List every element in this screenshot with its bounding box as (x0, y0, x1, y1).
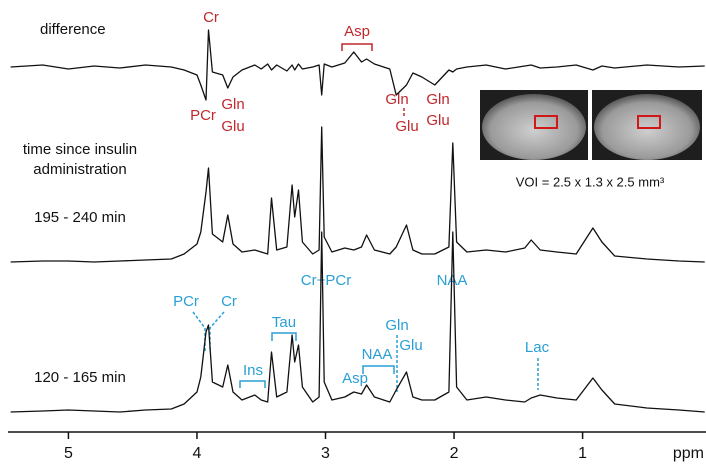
bracket (341, 43, 373, 51)
x-tick-label: 5 (64, 445, 73, 462)
x-axis-label: ppm (673, 445, 704, 462)
bracket (239, 380, 266, 388)
x-tick-label: 4 (193, 445, 202, 462)
panel-label: 120 - 165 min (34, 369, 126, 386)
x-tick-label: 2 (450, 445, 459, 462)
panel-label: 195 - 240 min (34, 209, 126, 226)
annotation: Cr (221, 293, 237, 310)
annotation: Glu (221, 118, 244, 135)
panel-label: difference (40, 21, 106, 38)
difference-annotations: Cr PCr Gln Glu Asp Gln Glu Gln Glu (190, 9, 450, 135)
inset (480, 90, 702, 160)
annotation: PCr (190, 107, 216, 124)
annotation: Cr+PCr (301, 272, 351, 289)
heading: administration (33, 161, 126, 178)
annotation: Gln (385, 317, 408, 334)
inset-caption: VOI = 2.5 x 1.3 x 2.5 mm³ (516, 174, 665, 189)
annotation: Gln (426, 91, 449, 108)
annotation: Gln (385, 91, 408, 108)
annotation: Lac (525, 339, 550, 356)
annotation: Gln (221, 96, 244, 113)
annotation: Asp (342, 370, 368, 387)
annotation: Ins (243, 362, 263, 379)
annotation: Glu (426, 112, 449, 129)
spectrum (10, 29, 705, 101)
annotation: Glu (395, 118, 418, 135)
bracket (271, 332, 297, 341)
x-tick-label: 3 (321, 445, 330, 462)
annotation: NAA (362, 346, 393, 363)
heading: time since insulin (23, 141, 137, 158)
annotation: PCr (173, 293, 199, 310)
annotation: Glu (399, 337, 422, 354)
spectrum-annotations: PCr Cr Tau Cr+PCr NAA Gln Glu NAA Asp In… (173, 272, 550, 392)
annotation: Asp (344, 23, 370, 40)
spectrum (10, 126, 705, 263)
annotation: Tau (272, 314, 296, 331)
annotation: Cr (203, 9, 219, 26)
bracket (362, 365, 395, 374)
x-tick-label: 1 (578, 445, 587, 462)
spectrum (10, 231, 705, 413)
